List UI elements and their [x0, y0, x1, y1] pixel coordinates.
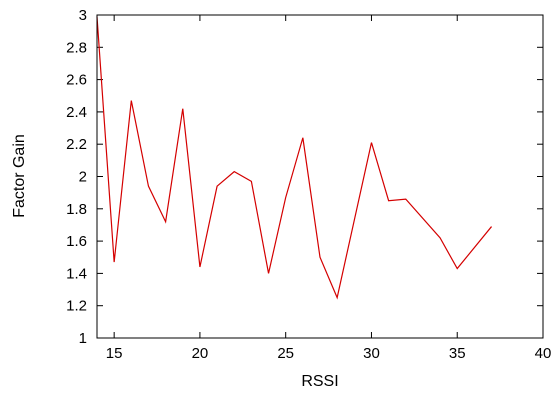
- y-tick-label: 1.2: [66, 298, 87, 315]
- x-tick-label: 30: [363, 345, 380, 362]
- y-tick-label: 1.8: [66, 201, 87, 218]
- y-tick-label: 2: [79, 169, 87, 186]
- y-tick-label: 1.6: [66, 233, 87, 250]
- x-tick-label: 25: [277, 345, 294, 362]
- series-layer: [96, 16, 493, 300]
- x-tick-label: 40: [535, 345, 552, 362]
- y-tick-label: 2.6: [66, 72, 87, 89]
- series-line: [96, 16, 493, 300]
- y-tick-label: 1.4: [66, 265, 87, 282]
- ticks-layer: 15 20 25 30 35 40 1 1.2 1.4 1.6 1.8 2 2.2 2.4 2.6 2.8 3: [66, 7, 551, 362]
- x-tick-label: 35: [449, 345, 466, 362]
- y-tick-label: 1: [79, 330, 87, 347]
- y-tick-label: 2.8: [66, 39, 87, 56]
- y-tick-label: 2.2: [66, 136, 87, 153]
- y-tick-label: 2.4: [66, 104, 87, 121]
- plot-frame: [96, 14, 544, 339]
- y-tick-label: 3: [79, 7, 87, 24]
- x-axis-label: RSSI: [301, 373, 338, 390]
- y-axis-label: Factor Gain: [11, 134, 28, 218]
- x-tick-label: 20: [192, 345, 209, 362]
- x-tick-label: 15: [106, 345, 123, 362]
